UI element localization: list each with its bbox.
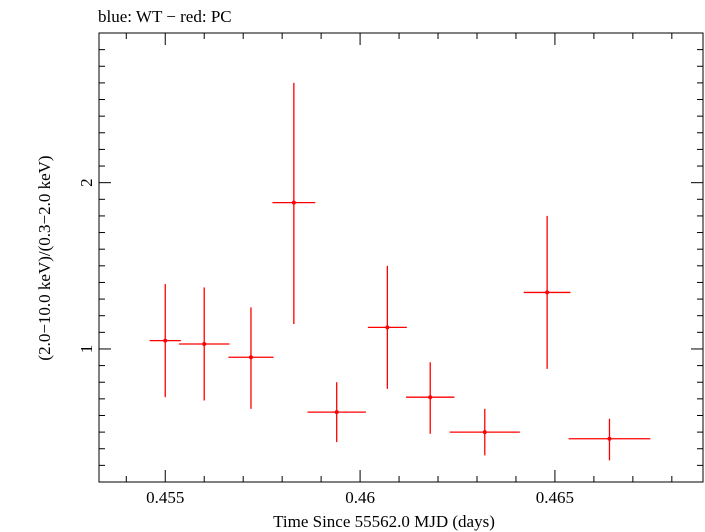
data-point [307,382,366,443]
plot-frame [98,32,704,483]
x-tick-label: 0.455 [146,488,184,507]
point-marker [334,410,339,415]
y-tick-label: 2 [77,178,96,187]
y-tick-label: 1 [77,345,96,354]
point-marker [607,436,612,441]
point-marker [248,355,253,360]
point-marker [163,338,168,343]
tick-labels: 0.455 0.46 0.465 1 2 [77,178,574,507]
data-point [149,284,181,398]
chart-title: blue: WT − red: PC [98,7,232,26]
data-point [406,362,455,434]
x-tick-label: 0.46 [345,488,375,507]
point-marker [545,290,550,295]
point-marker [385,325,390,330]
point-marker [482,430,487,435]
data-points [149,82,651,461]
data-point [178,287,230,401]
y-axis-label: (2.0−10.0 keV)/(0.3−2.0 keV) [35,155,54,360]
point-marker [202,341,207,346]
data-point [523,215,571,369]
data-point [228,307,274,409]
data-point [449,408,520,456]
axis-ticks [99,32,703,483]
data-point [367,265,407,389]
data-point [272,82,316,325]
x-axis-label: Time Since 55562.0 MJD (days) [273,512,495,531]
point-marker [428,395,433,400]
data-point [568,418,651,461]
x-tick-label: 0.465 [536,488,574,507]
point-marker [291,200,296,205]
